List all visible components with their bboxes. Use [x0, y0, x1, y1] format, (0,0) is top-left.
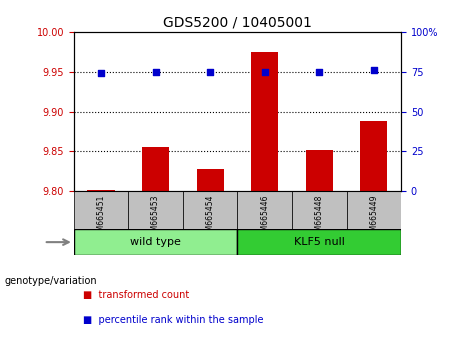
Bar — [74, 229, 237, 255]
Title: GDS5200 / 10405001: GDS5200 / 10405001 — [163, 15, 312, 29]
Point — [315, 69, 323, 75]
Bar — [142, 147, 169, 191]
Point — [97, 70, 105, 76]
Text: GSM665446: GSM665446 — [260, 194, 269, 241]
Point — [207, 69, 214, 75]
Point — [152, 69, 160, 75]
Text: genotype/variation: genotype/variation — [5, 276, 97, 286]
Text: wild type: wild type — [130, 237, 181, 247]
Text: GSM665453: GSM665453 — [151, 194, 160, 241]
Bar — [237, 191, 292, 229]
Bar — [74, 191, 128, 229]
Bar — [237, 229, 401, 255]
Text: ■  transformed count: ■ transformed count — [83, 290, 189, 300]
Bar — [360, 121, 387, 191]
Bar — [88, 190, 115, 191]
Bar — [347, 191, 401, 229]
Bar — [251, 52, 278, 191]
Text: KLF5 null: KLF5 null — [294, 237, 345, 247]
Bar — [183, 191, 237, 229]
Text: ■  percentile rank within the sample: ■ percentile rank within the sample — [83, 315, 264, 325]
Point — [370, 67, 378, 73]
Bar — [196, 169, 224, 191]
Bar — [306, 150, 333, 191]
Point — [261, 69, 268, 75]
Text: GSM665451: GSM665451 — [96, 194, 106, 241]
Text: GSM665449: GSM665449 — [369, 194, 378, 241]
Bar — [292, 191, 347, 229]
Text: GSM665454: GSM665454 — [206, 194, 215, 241]
Bar — [128, 191, 183, 229]
Text: GSM665448: GSM665448 — [315, 194, 324, 241]
